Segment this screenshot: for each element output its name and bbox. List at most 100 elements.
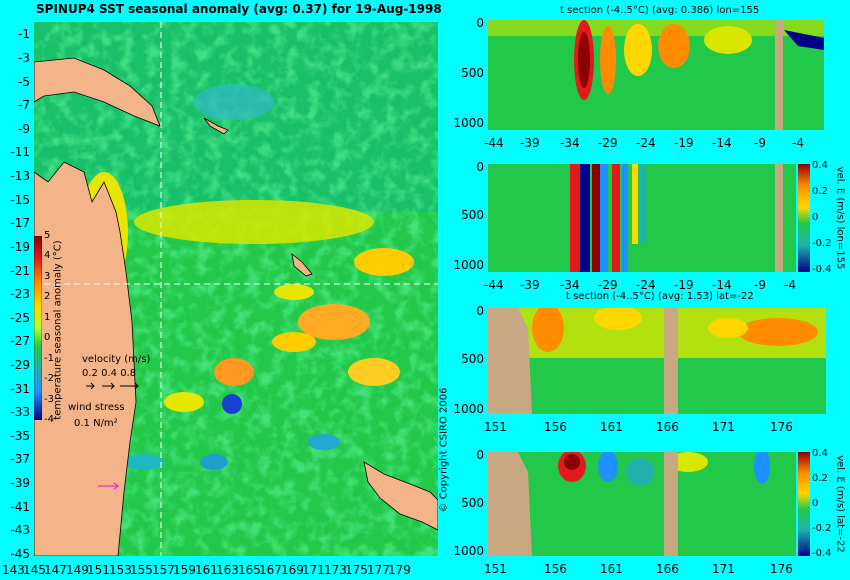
map-x-tick: 159 xyxy=(173,563,196,577)
map-x-tick: 177 xyxy=(367,563,390,577)
map-y-tick: -39 xyxy=(10,476,30,490)
map-y-ticks: -1 -3 -5 -7 -9 -11 -13 -15 -17 -19 -21 -… xyxy=(0,22,32,560)
x-tick: 151 xyxy=(484,562,507,576)
colorbar-tick: 0 xyxy=(812,498,819,509)
map-y-tick: -29 xyxy=(10,358,30,372)
map-x-tick: 179 xyxy=(388,563,411,577)
map-x-tick: 143 xyxy=(2,563,25,577)
map-x-tick: 169 xyxy=(281,563,304,577)
colorbar-tick: -0.4 xyxy=(812,264,832,275)
map-x-ticks: 143 145 147 149 151 153 155 157 159 161 … xyxy=(0,564,440,578)
map-y-tick: -5 xyxy=(18,75,30,89)
map-y-tick: -37 xyxy=(10,452,30,466)
colorbar-tick: 0.4 xyxy=(812,448,828,459)
sst-map xyxy=(34,22,438,556)
x-tick: 176 xyxy=(770,420,793,434)
velocity-value: 0.4 xyxy=(101,368,117,379)
y-tick: 1000 xyxy=(453,116,484,130)
y-tick: 0 xyxy=(476,16,484,30)
section-4-y-ticks: 0 500 1000 xyxy=(440,448,486,560)
map-y-tick: -45 xyxy=(10,547,30,561)
x-tick: -14 xyxy=(712,136,732,150)
section-1-plot xyxy=(488,20,824,130)
colorbar-tick: -2 xyxy=(44,373,54,384)
y-tick: 500 xyxy=(461,352,484,366)
map-y-tick: -13 xyxy=(10,169,30,183)
colorbar-tick: 3 xyxy=(44,271,51,282)
colorbar-tick: -0.2 xyxy=(812,523,832,534)
map-y-tick: -17 xyxy=(10,216,30,230)
section-1-x-ticks: -44 -39 -34 -29 -24 -19 -14 -9 -4 xyxy=(484,136,828,150)
map-x-tick: 155 xyxy=(130,563,153,577)
map-x-tick: 145 xyxy=(23,563,46,577)
colorbar-tick: 4 xyxy=(44,250,51,261)
section-4-ylabel: vel. E (m/s) lat=-22 xyxy=(834,455,846,553)
wind-legend-value: 0.1 N/m² xyxy=(74,418,118,429)
map-colorbar xyxy=(34,236,42,420)
section-4-x-ticks: 151 156 161 166 171 176 xyxy=(484,562,808,576)
map-y-tick: -15 xyxy=(10,193,30,207)
map-x-tick: 157 xyxy=(152,563,175,577)
map-x-tick: 167 xyxy=(259,563,282,577)
section-3-title: t section (-4..5°C) (avg: 1.53) lat=-22 xyxy=(566,291,754,302)
new-guinea-land xyxy=(34,57,161,127)
map-x-tick: 161 xyxy=(195,563,218,577)
x-tick: -29 xyxy=(598,278,618,292)
x-tick: -19 xyxy=(674,278,694,292)
x-tick: -19 xyxy=(674,136,694,150)
map-x-tick: 163 xyxy=(216,563,239,577)
map-y-tick: -27 xyxy=(10,334,30,348)
colorbar-tick: 2 xyxy=(44,291,51,302)
new-caledonia-land xyxy=(291,253,313,277)
map-x-tick: 175 xyxy=(345,563,368,577)
section-4-colorbar xyxy=(798,452,810,556)
x-tick: 176 xyxy=(770,562,793,576)
section-4-plot xyxy=(488,452,796,556)
colorbar-tick: -0.2 xyxy=(812,238,832,249)
map-y-tick: -43 xyxy=(10,523,30,537)
australia-land xyxy=(34,161,137,556)
section-2-x-ticks: -44 -39 -34 -29 -24 -19 -14 -9 -4 xyxy=(484,278,808,292)
x-tick: -39 xyxy=(520,278,540,292)
map-y-tick: -41 xyxy=(10,500,30,514)
colorbar-tick: 0 xyxy=(812,212,819,223)
x-tick: -44 xyxy=(484,278,504,292)
section-3-x-ticks: 151 156 161 166 171 176 xyxy=(484,420,828,434)
x-tick: -4 xyxy=(784,278,796,292)
map-colorbar-ticks: 5 4 3 2 1 0 -1 -2 -3 -4 xyxy=(44,230,58,426)
map-y-tick: -1 xyxy=(18,27,30,41)
colorbar-tick: -4 xyxy=(44,414,54,425)
x-tick: 171 xyxy=(712,420,735,434)
map-x-tick: 165 xyxy=(238,563,261,577)
y-tick: 500 xyxy=(461,208,484,222)
land xyxy=(34,57,438,556)
colorbar-tick: 0.4 xyxy=(812,160,828,171)
map-y-tick: -9 xyxy=(18,122,30,136)
x-tick: -9 xyxy=(754,136,766,150)
wind-legend-label: wind stress xyxy=(68,402,125,413)
map-y-tick: -35 xyxy=(10,429,30,443)
velocity-legend-values: 0.2 0.4 0.8 xyxy=(82,368,136,379)
section-1-title: t section (-4..5°C) (avg: 0.386) lon=155 xyxy=(560,5,760,16)
map-colorbar-label: temperature seasonal anomaly (°C) xyxy=(52,240,64,420)
x-tick: -34 xyxy=(560,136,580,150)
map-x-tick: 149 xyxy=(66,563,89,577)
y-tick: 0 xyxy=(476,160,484,174)
colorbar-tick: -1 xyxy=(44,353,54,364)
colorbar-tick: 5 xyxy=(44,230,51,241)
y-tick: 1000 xyxy=(453,258,484,272)
wind-stress-arrow xyxy=(98,482,119,490)
x-tick: 171 xyxy=(712,562,735,576)
map-x-tick: 171 xyxy=(302,563,325,577)
y-tick: 1000 xyxy=(453,544,484,558)
section-2-colorbar-ticks: 0.4 0.2 0 -0.2 -0.4 xyxy=(812,160,832,276)
colorbar-tick: -3 xyxy=(44,394,54,405)
map-y-tick: -23 xyxy=(10,287,30,301)
section-2-ylabel: vel. E (m/s) lon=155 xyxy=(834,166,846,270)
x-tick: -29 xyxy=(598,136,618,150)
x-tick: 161 xyxy=(600,420,623,434)
section-2-plot xyxy=(488,164,796,272)
map-y-tick: -19 xyxy=(10,240,30,254)
map-y-tick: -31 xyxy=(10,382,30,396)
map-y-tick: -7 xyxy=(18,98,30,112)
